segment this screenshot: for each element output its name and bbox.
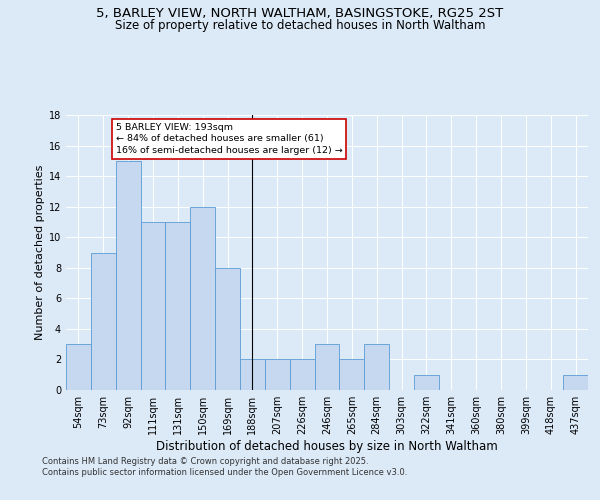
Bar [116,161,140,390]
Bar [215,268,240,390]
Bar [190,206,215,390]
Bar [140,222,166,390]
Text: Contains HM Land Registry data © Crown copyright and database right 2025.
Contai: Contains HM Land Registry data © Crown c… [42,458,407,477]
Bar [265,360,290,390]
Bar [166,222,190,390]
Bar [66,344,91,390]
Bar [364,344,389,390]
Bar [414,374,439,390]
Text: Size of property relative to detached houses in North Waltham: Size of property relative to detached ho… [115,19,485,32]
Bar [290,360,314,390]
Bar [340,360,364,390]
Bar [314,344,340,390]
Text: 5, BARLEY VIEW, NORTH WALTHAM, BASINGSTOKE, RG25 2ST: 5, BARLEY VIEW, NORTH WALTHAM, BASINGSTO… [97,8,503,20]
Bar [563,374,588,390]
Bar [91,252,116,390]
X-axis label: Distribution of detached houses by size in North Waltham: Distribution of detached houses by size … [156,440,498,453]
Y-axis label: Number of detached properties: Number of detached properties [35,165,44,340]
Text: 5 BARLEY VIEW: 193sqm
← 84% of detached houses are smaller (61)
16% of semi-deta: 5 BARLEY VIEW: 193sqm ← 84% of detached … [116,122,343,155]
Bar [240,360,265,390]
